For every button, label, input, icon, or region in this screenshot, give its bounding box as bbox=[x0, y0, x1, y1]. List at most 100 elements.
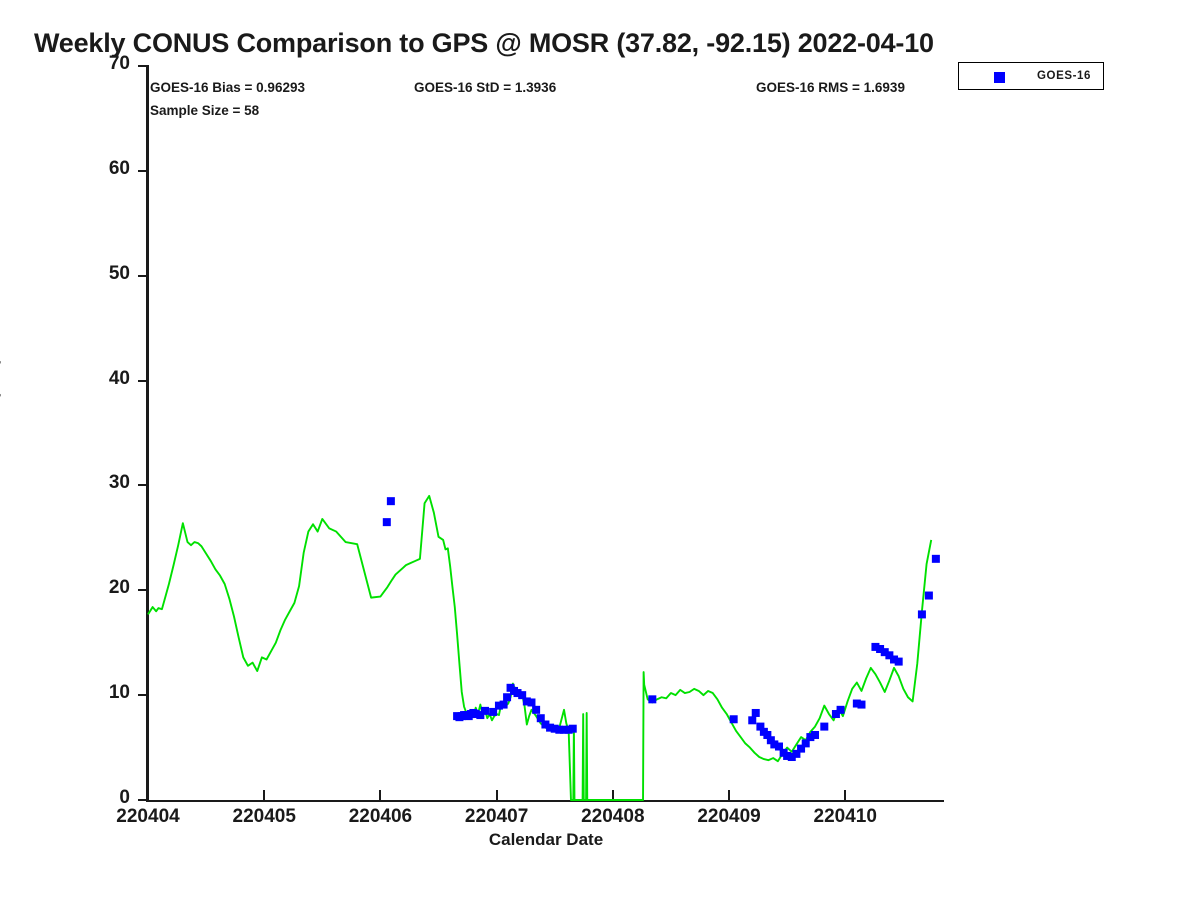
y-tick bbox=[138, 379, 149, 382]
goes16-data-point bbox=[806, 733, 815, 742]
goes16-data-point bbox=[801, 739, 810, 748]
goes16-data-point bbox=[648, 695, 657, 704]
goes16-data-point bbox=[455, 713, 464, 722]
goes16-data-point bbox=[924, 591, 933, 600]
goes16-data-point bbox=[811, 730, 820, 739]
x-tick bbox=[263, 790, 266, 801]
goes16-data-point bbox=[382, 518, 391, 527]
goes16-data-point bbox=[871, 642, 880, 651]
goes16-data-point bbox=[890, 655, 899, 664]
goes16-data-point bbox=[836, 705, 845, 714]
x-tick-label: 220406 bbox=[348, 806, 413, 827]
x-tick bbox=[844, 790, 847, 801]
x-tick-label: 220404 bbox=[116, 806, 180, 827]
goes16-data-point bbox=[550, 724, 559, 733]
x-axis-label: Calendar Date bbox=[488, 830, 604, 849]
goes16-data-point bbox=[527, 698, 536, 707]
x-tick bbox=[495, 790, 498, 801]
goes16-data-point bbox=[564, 725, 573, 734]
stat-rms: GOES-16 RMS = 1.6939 bbox=[756, 80, 905, 95]
goes16-data-point bbox=[453, 712, 462, 721]
stat-bias: GOES-16 Bias = 0.96293 bbox=[150, 80, 305, 95]
goes16-data-point bbox=[787, 753, 796, 762]
goes16-data-point bbox=[513, 689, 522, 698]
y-tick-label: 40 bbox=[108, 367, 130, 389]
goes16-data-point bbox=[494, 701, 503, 710]
goes16-data-point bbox=[885, 651, 894, 660]
x-tick-label: 220407 bbox=[464, 806, 529, 827]
goes16-data-point bbox=[763, 730, 772, 739]
y-tick-label: 30 bbox=[108, 472, 130, 494]
goes16-data-point bbox=[792, 749, 801, 758]
goes16-data-point bbox=[876, 645, 885, 654]
goes16-data-point bbox=[469, 708, 478, 717]
goes16-data-point bbox=[499, 700, 508, 709]
y-tick bbox=[138, 589, 149, 592]
goes16-data-point bbox=[462, 711, 471, 720]
goes16-data-point bbox=[532, 705, 541, 714]
series-gps-line bbox=[147, 494, 933, 801]
goes16-data-point bbox=[797, 744, 806, 753]
legend-item-label: GOES-16 bbox=[1037, 70, 1092, 82]
goes16-data-point bbox=[779, 748, 788, 757]
goes16-data-point bbox=[480, 706, 489, 715]
y-axis-label: TPW (mm) bbox=[0, 358, 2, 442]
goes16-data-point bbox=[931, 554, 940, 563]
legend: GOES-16 bbox=[958, 62, 1104, 90]
goes16-data-point bbox=[560, 725, 569, 734]
goes16-data-point bbox=[541, 720, 550, 729]
goes16-data-point bbox=[476, 711, 485, 720]
goes16-data-point bbox=[536, 714, 545, 723]
y-tick-label: 0 bbox=[119, 787, 130, 808]
x-tick-label: 220408 bbox=[581, 806, 645, 827]
goes16-data-point bbox=[880, 648, 889, 657]
goes16-data-point bbox=[770, 740, 779, 749]
goes16-data-point bbox=[783, 751, 792, 760]
y-tick bbox=[138, 694, 149, 697]
goes16-data-point bbox=[506, 683, 515, 692]
x-tick-label: 220410 bbox=[813, 806, 877, 827]
goes16-data-point bbox=[457, 712, 466, 721]
stat-sample-size: Sample Size = 58 bbox=[150, 103, 260, 118]
goes16-data-point bbox=[546, 723, 555, 732]
goes16-data-point bbox=[464, 712, 473, 721]
goes16-data-point bbox=[729, 715, 738, 724]
goes16-data-point bbox=[467, 710, 476, 719]
y-tick-label: 70 bbox=[108, 53, 130, 74]
y-tick-label: 60 bbox=[108, 157, 130, 179]
y-tick-label: 10 bbox=[108, 682, 130, 704]
goes16-data-point bbox=[460, 711, 469, 720]
goes16-data-point bbox=[759, 727, 768, 736]
goes16-data-point bbox=[774, 742, 783, 751]
x-tick-label: 220405 bbox=[232, 806, 296, 827]
y-tick bbox=[138, 169, 149, 172]
page-title: Weekly CONUS Comparison to GPS @ MOSR (3… bbox=[34, 28, 934, 58]
goes16-data-point bbox=[522, 697, 531, 706]
x-axis-line bbox=[146, 799, 945, 802]
goes16-data-point bbox=[503, 693, 512, 702]
y-tick-label: 50 bbox=[108, 262, 130, 284]
goes16-data-point bbox=[766, 736, 775, 745]
y-tick bbox=[138, 274, 149, 277]
x-tick-label: 220409 bbox=[697, 806, 761, 827]
goes16-data-point bbox=[555, 725, 564, 734]
y-tick bbox=[138, 65, 149, 67]
goes16-data-point bbox=[831, 710, 840, 719]
x-tick bbox=[147, 790, 149, 801]
y-tick-label: 20 bbox=[108, 577, 130, 599]
x-tick bbox=[611, 790, 614, 801]
goes16-data-point bbox=[751, 708, 760, 717]
stat-std: GOES-16 StD = 1.3936 bbox=[414, 80, 557, 95]
goes16-data-point bbox=[820, 722, 829, 731]
goes16-data-point bbox=[489, 707, 498, 716]
goes16-data-point bbox=[894, 657, 903, 666]
goes16-data-point bbox=[857, 700, 866, 709]
goes16-data-point bbox=[748, 716, 757, 725]
y-axis-line bbox=[146, 66, 149, 802]
goes16-data-point bbox=[510, 686, 519, 695]
goes16-data-point bbox=[852, 699, 861, 708]
y-tick bbox=[138, 484, 149, 487]
goes16-data-point bbox=[917, 610, 926, 619]
